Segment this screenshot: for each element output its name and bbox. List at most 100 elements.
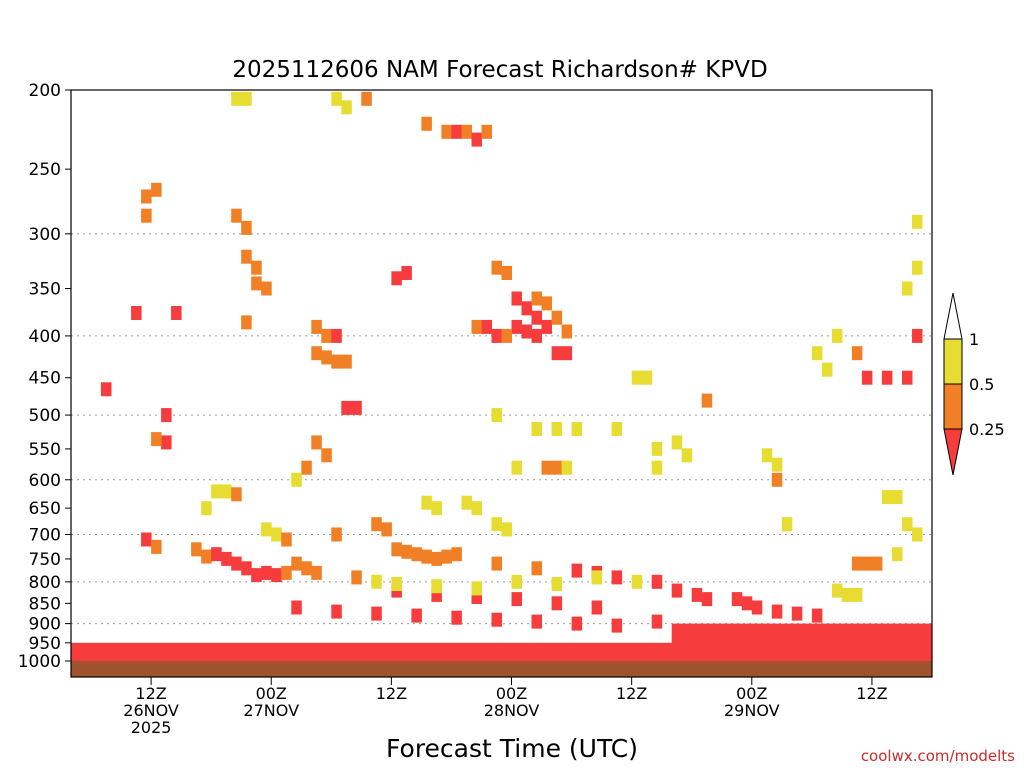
heatmap-cell xyxy=(752,601,763,615)
heatmap-cell xyxy=(692,588,703,602)
heatmap-cell xyxy=(772,473,783,487)
heatmap-cell xyxy=(572,617,583,631)
heatmap-cell xyxy=(451,125,462,139)
heatmap-cell xyxy=(832,329,843,343)
heatmap-cell xyxy=(321,350,332,364)
heatmap-cell xyxy=(682,448,693,462)
heatmap-cell xyxy=(842,588,853,602)
chart-svg: 2025112606 NAM Forecast Richardson# KPVD… xyxy=(0,0,1024,768)
heatmap-cell xyxy=(261,566,272,580)
heatmap-cell xyxy=(512,575,523,589)
heatmap-cell xyxy=(512,461,523,475)
heatmap-cell xyxy=(642,371,653,385)
heatmap-cell xyxy=(231,487,242,501)
heatmap-cell xyxy=(201,550,212,564)
heatmap-cell xyxy=(672,584,683,598)
y-tick-label: 700 xyxy=(29,525,61,545)
heatmap-cell xyxy=(652,615,663,629)
x-axis: 12Z26NOV202500Z27NOV12Z 00Z28NOV12Z 00Z29N… xyxy=(123,677,887,737)
heatmap-cell xyxy=(401,266,412,280)
legend-label: 1 xyxy=(969,330,979,349)
heatmap-cell xyxy=(532,311,543,325)
heatmap-cell xyxy=(882,371,893,385)
heatmap-cell xyxy=(421,496,432,510)
heatmap-cell xyxy=(512,292,523,306)
heatmap-cell xyxy=(912,329,923,343)
heatmap-cell xyxy=(482,125,493,139)
x-tick-label: 27NOV xyxy=(243,701,299,720)
heatmap-cell xyxy=(351,570,362,584)
heatmap-cell xyxy=(522,325,533,339)
heatmap-cell xyxy=(492,329,503,343)
heatmap-cell xyxy=(492,557,503,571)
legend-swatch-above-1 xyxy=(944,293,962,339)
heatmap-cell xyxy=(281,566,292,580)
heatmap-cell xyxy=(261,522,272,536)
y-tick-label: 400 xyxy=(29,327,61,347)
legend: 1 0.5 0.25 xyxy=(944,293,1005,475)
heatmap-cell xyxy=(512,320,523,334)
heatmap-cell xyxy=(902,517,913,531)
heatmap-cell xyxy=(431,501,442,515)
heatmap-cell xyxy=(331,92,342,106)
heatmap-cell xyxy=(251,276,262,290)
heatmap-cell xyxy=(502,522,513,536)
heatmap-cell xyxy=(371,575,382,589)
y-tick-label: 250 xyxy=(29,160,61,180)
heatmap-cell xyxy=(462,496,473,510)
heatmap-cell xyxy=(852,588,863,602)
heatmap-cell xyxy=(742,596,753,610)
heatmap-cell xyxy=(652,461,663,475)
heatmap-cell xyxy=(221,484,232,498)
heatmap-cell xyxy=(421,117,432,131)
heatmap-cell xyxy=(381,522,392,536)
heatmap-cell xyxy=(251,261,262,275)
heatmap-cell xyxy=(141,533,152,547)
heatmap-cell xyxy=(311,346,322,360)
heatmap-cell xyxy=(211,484,222,498)
heatmap-cell xyxy=(301,461,312,475)
heatmap-cell xyxy=(161,435,172,449)
heatmap-cell xyxy=(311,566,322,580)
heatmap-cell xyxy=(401,545,412,559)
heatmap-cell xyxy=(572,422,583,436)
heatmap-cell xyxy=(512,592,523,606)
heatmap-cell xyxy=(502,266,513,280)
heatmap-cell xyxy=(812,346,823,360)
y-tick-label: 650 xyxy=(29,499,61,519)
y-tick-label: 550 xyxy=(29,440,61,460)
heatmap-cell xyxy=(862,557,873,571)
heatmap-cell xyxy=(351,401,362,415)
heatmap-cell xyxy=(391,577,402,591)
heatmap-cell xyxy=(762,448,773,462)
heatmap-cell xyxy=(552,311,563,325)
x-tick-label: 29NOV xyxy=(724,701,780,720)
heatmap-cell xyxy=(902,371,913,385)
heatmap-cell xyxy=(652,442,663,456)
heatmap-cell xyxy=(321,448,332,462)
heatmap-cell xyxy=(532,615,543,629)
heatmap-cell xyxy=(271,568,282,582)
heatmap-cell xyxy=(472,581,483,595)
heatmap-cell xyxy=(251,568,262,582)
heatmap-cell xyxy=(431,552,442,566)
credit-text: coolwx.com/modelts xyxy=(861,747,1015,765)
heatmap-cell xyxy=(872,557,883,571)
heatmap-cell xyxy=(552,461,563,475)
heatmap-cell xyxy=(431,579,442,593)
y-tick-label: 600 xyxy=(29,471,61,491)
heatmap-cell xyxy=(291,473,302,487)
heatmap-cell xyxy=(772,458,783,472)
heatmap-cell xyxy=(462,125,473,139)
heatmap-cell xyxy=(532,329,543,343)
y-tick-label: 750 xyxy=(29,550,61,570)
y-tick-label: 1000 xyxy=(18,652,61,672)
heatmap-cell xyxy=(862,371,873,385)
heatmap-cell xyxy=(261,282,272,296)
y-tick-label: 850 xyxy=(29,594,61,614)
heatmap-cell xyxy=(612,619,623,633)
legend-swatch-0.25-0.5 xyxy=(944,384,962,429)
heatmap-cell xyxy=(552,422,563,436)
heatmap-cell xyxy=(562,461,573,475)
heatmap-cell xyxy=(892,490,903,504)
